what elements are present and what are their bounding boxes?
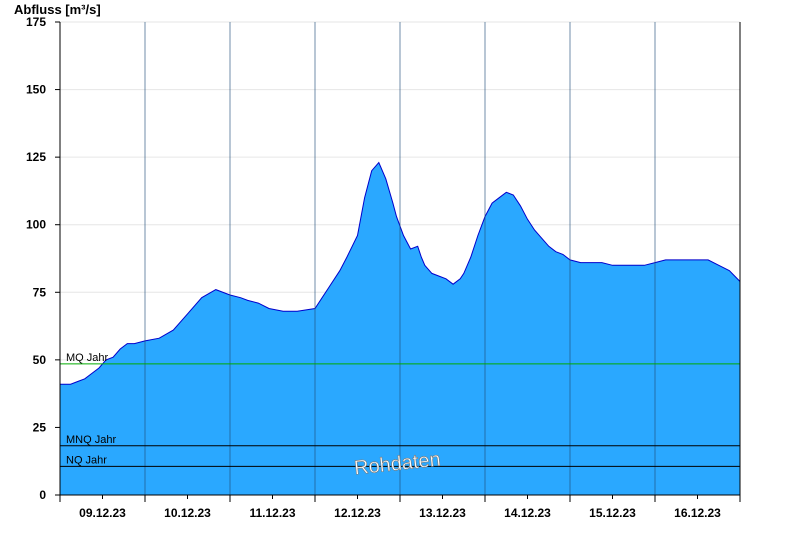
x-tick-label: 13.12.23 [419,506,466,520]
y-tick-label: 175 [26,15,46,29]
x-ticks: 09.12.23 10.12.23 11.12.23 12.12.23 13.12.23… [59,495,741,520]
reference-label: MQ Jahr [66,352,109,364]
day-separators [144,22,656,495]
y-tick-label: 25 [33,420,47,434]
y-tick-label: 75 [33,285,47,299]
x-tick-label: 09.12.23 [79,506,126,520]
reference-label: NQ Jahr [66,454,107,466]
x-tick-label: 12.12.23 [334,506,381,520]
x-tick-label: 14.12.23 [504,506,551,520]
y-tick-label: 0 [39,488,46,502]
x-tick-label: 16.12.23 [674,506,721,520]
y-ticks: 0 25 50 75 100 125 150 175 [26,15,60,502]
y-tick-label: 100 [26,218,46,232]
y-tick-label: 150 [26,83,46,97]
reference-label: MNQ Jahr [66,434,116,446]
reference-lines: MQ Jahr MNQ Jahr NQ Jahr [60,352,740,467]
y-tick-label: 125 [26,150,46,164]
x-tick-label: 15.12.23 [589,506,636,520]
y-tick-label: 50 [33,353,47,367]
x-tick-label: 10.12.23 [164,506,211,520]
series-line [60,161,741,385]
x-tick-label: 11.12.23 [249,506,295,520]
y-axis-label: Abfluss [m³/s] [14,2,101,17]
